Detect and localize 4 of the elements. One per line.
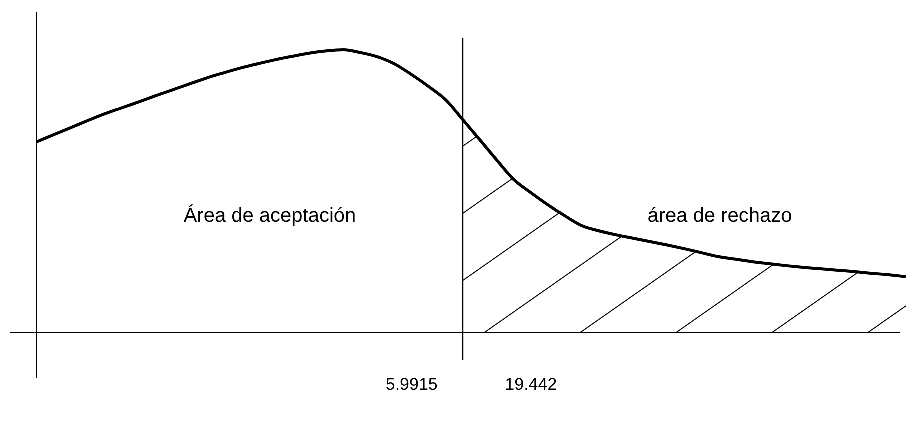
annotation: área de rechazo (648, 205, 792, 227)
x-tick-label: 19.442 (505, 375, 558, 394)
x-tick-label: 5.9915 (386, 375, 438, 394)
annotation: Área de aceptación (184, 204, 356, 227)
